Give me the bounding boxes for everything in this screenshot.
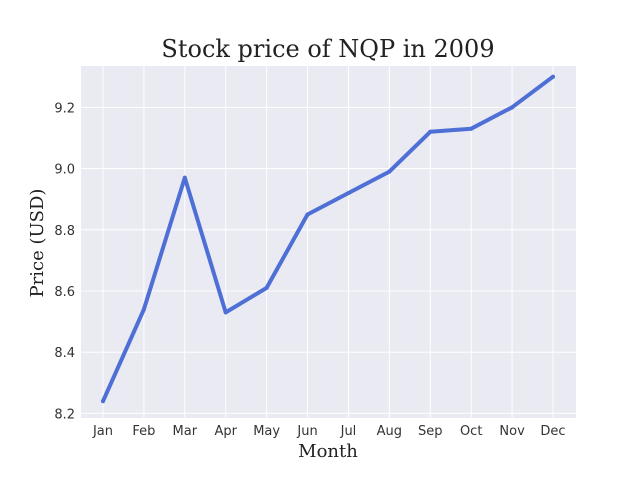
y-tick-labels: 8.2 8.4 8.6 8.8 9.0 9.2: [54, 101, 75, 422]
plot-area: [81, 66, 576, 418]
data-point: [101, 399, 105, 404]
y-tick-label: 9.0: [54, 163, 75, 178]
series-line: [101, 74, 555, 404]
data-point: [428, 129, 433, 134]
y-gridlines: [81, 106, 576, 414]
series-group: [101, 74, 555, 404]
x-tick-label: Apr: [214, 424, 237, 439]
x-axis-label: Month: [298, 441, 358, 462]
data-point: [510, 105, 515, 110]
x-tick-label: Aug: [377, 424, 402, 439]
data-point: [551, 74, 555, 79]
x-tick-label: Mar: [173, 424, 198, 439]
x-tick-label: Feb: [132, 424, 155, 439]
data-point: [305, 212, 310, 217]
x-tick-label: Dec: [540, 424, 565, 439]
x-tick-label: May: [253, 424, 280, 439]
data-point: [264, 285, 269, 290]
y-axis-label: Price (USD): [27, 189, 48, 298]
x-tick-label: Jan: [92, 424, 113, 439]
data-point: [182, 175, 187, 180]
y-tick-label: 8.8: [54, 224, 75, 239]
data-point: [223, 310, 228, 315]
data-point: [141, 307, 146, 312]
data-point: [469, 126, 474, 131]
data-point: [346, 191, 351, 196]
x-tick-label: Sep: [418, 424, 443, 439]
x-tick-label: Jul: [340, 424, 357, 439]
data-point: [387, 169, 392, 174]
chart-title: Stock price of NQP in 2009: [161, 35, 494, 63]
y-tick-label: 8.4: [54, 346, 75, 361]
x-tick-label: Nov: [499, 424, 525, 439]
x-tick-label: Jun: [296, 424, 317, 439]
x-tick-labels: Jan Feb Mar Apr May Jun Jul Aug Sep Oct Nov Dec: [92, 424, 566, 439]
y-tick-label: 8.2: [54, 407, 75, 422]
x-tick-label: Oct: [460, 424, 482, 439]
x-gridlines: [102, 66, 554, 418]
y-tick-label: 9.2: [54, 101, 75, 116]
y-tick-label: 8.6: [54, 285, 75, 300]
